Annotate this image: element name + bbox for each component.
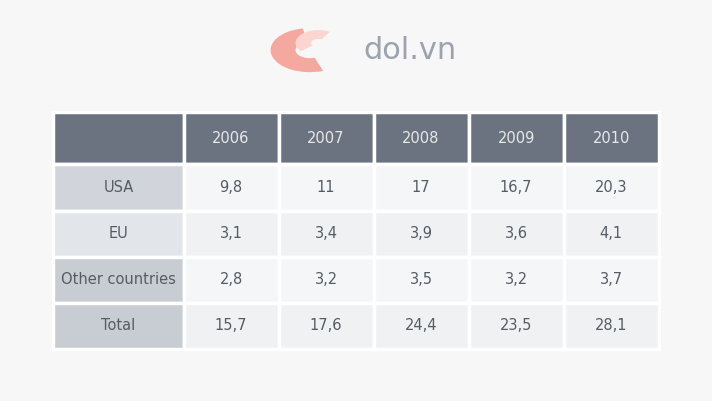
FancyBboxPatch shape bbox=[53, 112, 184, 164]
FancyBboxPatch shape bbox=[564, 257, 659, 303]
Wedge shape bbox=[271, 28, 323, 72]
FancyBboxPatch shape bbox=[184, 164, 278, 211]
FancyBboxPatch shape bbox=[468, 164, 564, 211]
FancyBboxPatch shape bbox=[468, 112, 564, 164]
FancyBboxPatch shape bbox=[564, 164, 659, 211]
FancyBboxPatch shape bbox=[468, 257, 564, 303]
Text: 11: 11 bbox=[317, 180, 335, 195]
Text: 16,7: 16,7 bbox=[500, 180, 533, 195]
Text: dol.vn: dol.vn bbox=[363, 36, 456, 65]
Text: 3,6: 3,6 bbox=[505, 226, 528, 241]
FancyBboxPatch shape bbox=[374, 303, 468, 349]
Text: 15,7: 15,7 bbox=[215, 318, 247, 333]
Text: Total: Total bbox=[101, 318, 135, 333]
FancyBboxPatch shape bbox=[184, 211, 278, 257]
FancyBboxPatch shape bbox=[564, 303, 659, 349]
Text: USA: USA bbox=[103, 180, 134, 195]
Text: 2008: 2008 bbox=[402, 131, 440, 146]
FancyBboxPatch shape bbox=[184, 112, 278, 164]
Text: 9,8: 9,8 bbox=[219, 180, 243, 195]
Text: 3,1: 3,1 bbox=[219, 226, 243, 241]
Text: 3,4: 3,4 bbox=[315, 226, 337, 241]
Text: 2006: 2006 bbox=[212, 131, 250, 146]
Text: 2,8: 2,8 bbox=[219, 272, 243, 287]
FancyBboxPatch shape bbox=[278, 303, 374, 349]
FancyBboxPatch shape bbox=[374, 164, 468, 211]
Text: Other countries: Other countries bbox=[61, 272, 176, 287]
Text: 2009: 2009 bbox=[498, 131, 535, 146]
FancyBboxPatch shape bbox=[468, 211, 564, 257]
FancyBboxPatch shape bbox=[278, 112, 374, 164]
Text: 28,1: 28,1 bbox=[595, 318, 627, 333]
FancyBboxPatch shape bbox=[468, 303, 564, 349]
FancyBboxPatch shape bbox=[564, 211, 659, 257]
FancyBboxPatch shape bbox=[53, 164, 184, 211]
Text: 3,2: 3,2 bbox=[505, 272, 528, 287]
FancyBboxPatch shape bbox=[374, 211, 468, 257]
FancyBboxPatch shape bbox=[564, 112, 659, 164]
Text: 3,7: 3,7 bbox=[600, 272, 623, 287]
Text: EU: EU bbox=[109, 226, 128, 241]
FancyBboxPatch shape bbox=[374, 112, 468, 164]
FancyBboxPatch shape bbox=[53, 257, 184, 303]
Text: 4,1: 4,1 bbox=[600, 226, 623, 241]
FancyBboxPatch shape bbox=[53, 211, 184, 257]
Text: 3,5: 3,5 bbox=[409, 272, 433, 287]
FancyBboxPatch shape bbox=[278, 164, 374, 211]
Text: 2010: 2010 bbox=[592, 131, 630, 146]
Text: 20,3: 20,3 bbox=[595, 180, 627, 195]
Text: 17: 17 bbox=[412, 180, 430, 195]
Text: 17,6: 17,6 bbox=[310, 318, 342, 333]
FancyBboxPatch shape bbox=[184, 303, 278, 349]
Text: 3,9: 3,9 bbox=[409, 226, 433, 241]
FancyBboxPatch shape bbox=[184, 257, 278, 303]
FancyBboxPatch shape bbox=[53, 303, 184, 349]
FancyBboxPatch shape bbox=[374, 257, 468, 303]
Text: 23,5: 23,5 bbox=[500, 318, 533, 333]
Text: 24,4: 24,4 bbox=[405, 318, 437, 333]
Text: 2007: 2007 bbox=[308, 131, 345, 146]
Wedge shape bbox=[295, 30, 330, 51]
FancyBboxPatch shape bbox=[278, 257, 374, 303]
Text: 3,2: 3,2 bbox=[315, 272, 337, 287]
FancyBboxPatch shape bbox=[278, 211, 374, 257]
